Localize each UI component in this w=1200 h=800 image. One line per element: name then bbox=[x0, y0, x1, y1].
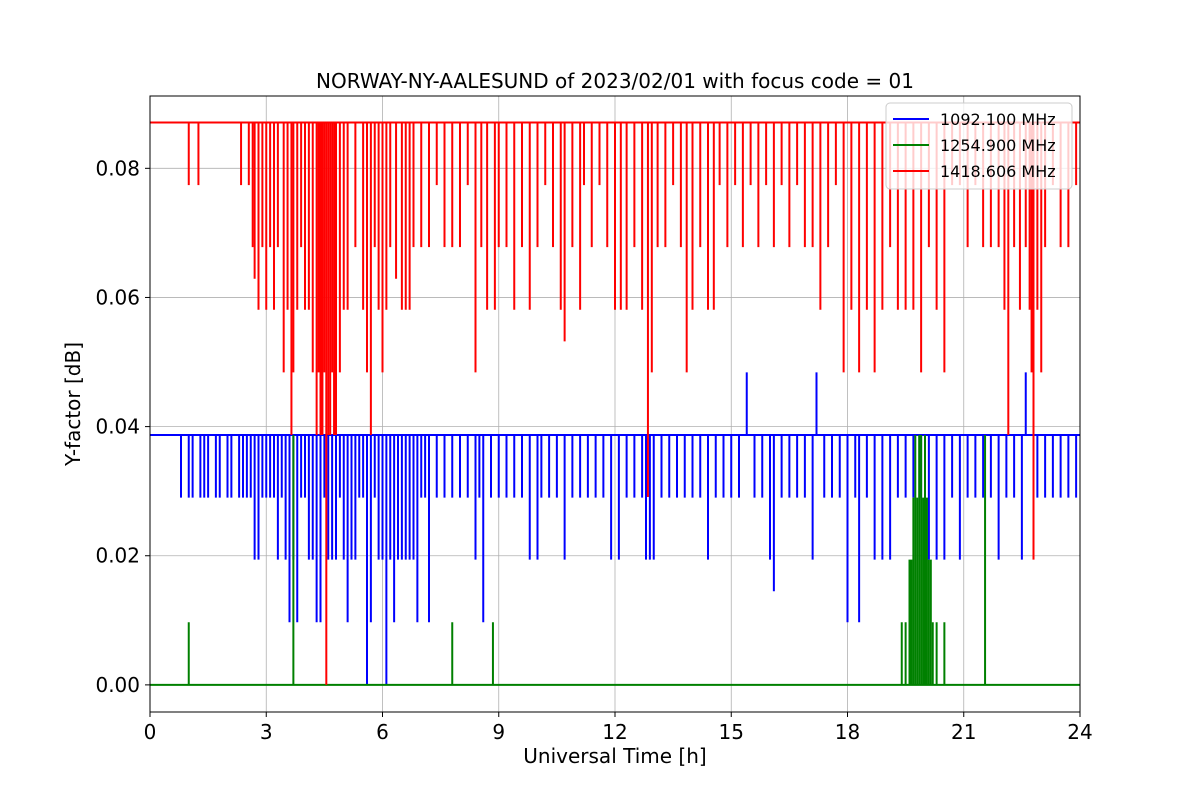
legend: 1092.100 MHz 1254.900 MHz 1418.606 MHz bbox=[885, 102, 1073, 190]
x-tick-label: 21 bbox=[951, 720, 976, 744]
x-axis-label: Universal Time [h] bbox=[523, 744, 706, 768]
x-tick-label: 3 bbox=[260, 720, 273, 744]
axis-ticks: 0 3 6 9 12 15 18 21 24 0.00 0.02 0.04 0.06 0.08 bbox=[95, 156, 1092, 744]
chart-title: NORWAY-NY-AALESUND of 2023/02/01 with fo… bbox=[316, 69, 914, 93]
y-tick-label: 0.00 bbox=[95, 673, 140, 697]
x-tick-label: 24 bbox=[1067, 720, 1092, 744]
series-1 bbox=[150, 372, 1080, 685]
y-tick-label: 0.06 bbox=[95, 285, 140, 309]
y-tick-label: 0.02 bbox=[95, 544, 140, 568]
legend-label-series-2: 1254.900 MHz bbox=[940, 136, 1056, 155]
x-tick-label: 9 bbox=[492, 720, 505, 744]
x-tick-label: 12 bbox=[602, 720, 627, 744]
x-tick-label: 6 bbox=[376, 720, 389, 744]
y-axis-label: Y-factor [dB] bbox=[61, 342, 85, 467]
legend-label-series-1: 1092.100 MHz bbox=[940, 110, 1056, 129]
legend-label-series-3: 1418.606 MHz bbox=[940, 162, 1056, 181]
legend-box bbox=[885, 102, 1073, 190]
series-2 bbox=[150, 434, 1080, 686]
x-tick-label: 18 bbox=[835, 720, 860, 744]
x-tick-label: 0 bbox=[144, 720, 157, 744]
x-tick-label: 15 bbox=[719, 720, 744, 744]
y-tick-label: 0.08 bbox=[95, 156, 140, 180]
y-tick-label: 0.04 bbox=[95, 415, 140, 439]
plot-series bbox=[150, 121, 1080, 686]
